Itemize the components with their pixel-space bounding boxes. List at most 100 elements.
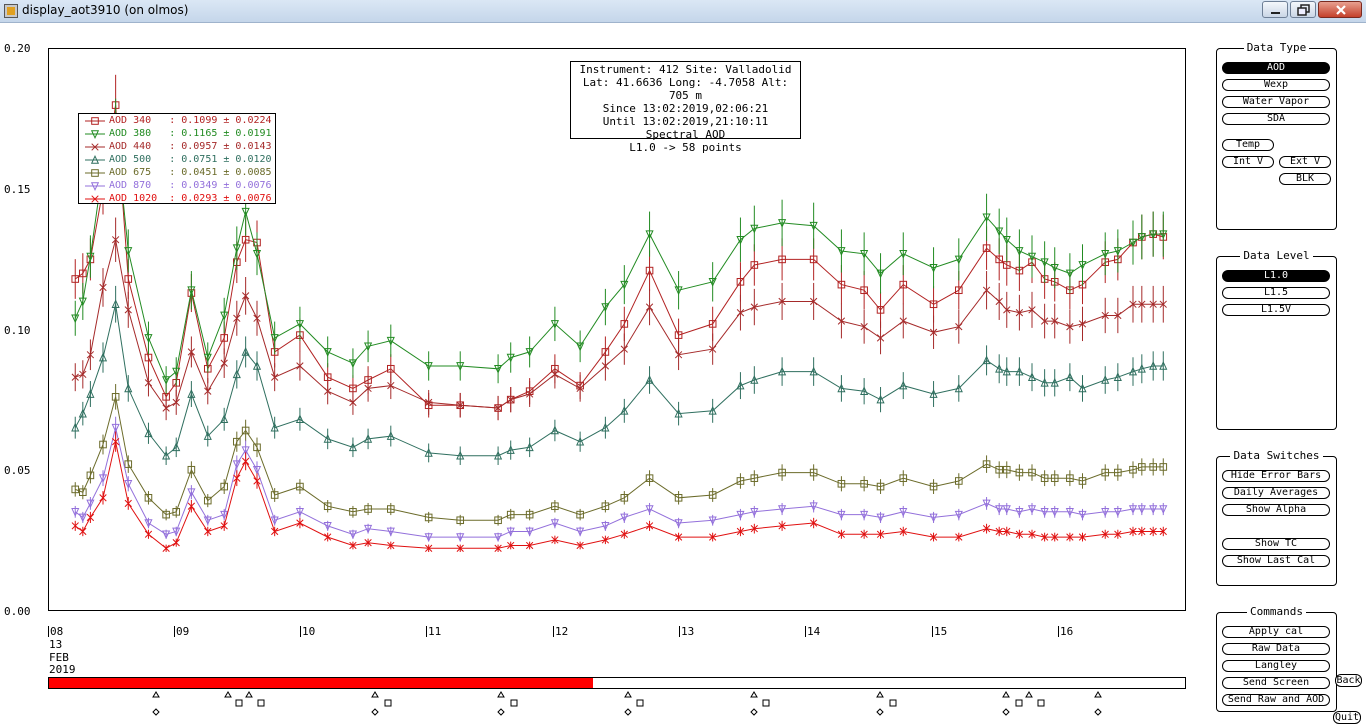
data-point [736, 278, 745, 286]
triangle-marker [245, 691, 253, 698]
y-tick-label: 0.05 [4, 464, 31, 477]
data-point [252, 249, 262, 259]
data-point [576, 541, 584, 550]
data-point [387, 541, 395, 550]
wexp-button[interactable]: Wexp [1222, 79, 1330, 91]
close-button[interactable] [1318, 1, 1362, 18]
data-type-panel: Data Type AOD Wexp Water Vapor SDA Temp … [1216, 41, 1337, 230]
data-point [576, 527, 585, 537]
blk-button[interactable]: BLK [1279, 173, 1331, 185]
diamond-marker [497, 708, 505, 716]
data-point [929, 513, 938, 523]
level-l10-button[interactable]: L1.0 [1222, 270, 1330, 282]
data-point [203, 431, 212, 440]
close-icon [1336, 5, 1346, 15]
data-point [576, 384, 584, 393]
show-alpha-button[interactable]: Show Alpha [1222, 504, 1330, 516]
data-point [98, 474, 108, 484]
show-last-cal-button[interactable]: Show Last Cal [1222, 555, 1330, 567]
info-until: Until 13:02:2019,21:10:11 [602, 115, 769, 128]
data-point [1050, 508, 1059, 517]
data-point [1078, 477, 1087, 485]
data-point [296, 362, 304, 370]
data-point [1129, 465, 1137, 474]
legend-marker [91, 117, 99, 125]
data-point [955, 533, 963, 541]
data-point [1028, 530, 1036, 538]
data-point [954, 510, 963, 520]
temp-button[interactable]: Temp [1222, 139, 1274, 151]
data-point [1114, 530, 1122, 538]
time-range-bar[interactable] [48, 677, 1186, 689]
data-point [837, 317, 846, 325]
legend-marker [91, 195, 99, 203]
data-point [1002, 465, 1011, 474]
data-point [620, 513, 629, 523]
data-point [172, 442, 181, 452]
data-point [837, 383, 846, 393]
level-l15-button[interactable]: L1.5 [1222, 287, 1330, 299]
maximize-button[interactable] [1290, 1, 1316, 18]
int-v-button[interactable]: Int V [1222, 156, 1274, 168]
data-point [1002, 505, 1011, 515]
data-point [220, 311, 229, 321]
data-point [1101, 468, 1110, 477]
legend-marker [90, 130, 100, 139]
send-screen-button[interactable]: Send Screen [1222, 677, 1330, 689]
data-point [111, 393, 120, 401]
title-bar[interactable]: display_aot3910 (on olmos) [0, 0, 1366, 23]
data-point [270, 516, 279, 526]
x-tick-label: 14 [804, 625, 821, 638]
data-point [241, 346, 250, 356]
data-point [1040, 317, 1049, 325]
triangle-marker [371, 691, 379, 698]
send-raw-and-aod-button[interactable]: Send Raw and AOD [1222, 694, 1330, 706]
data-point [71, 485, 80, 494]
data-point [1028, 468, 1036, 477]
daily-averages-button[interactable]: Daily Averages [1222, 487, 1330, 499]
water-vapor-button[interactable]: Water Vapor [1222, 96, 1330, 108]
data-point [809, 366, 818, 376]
data-point [1066, 474, 1074, 482]
back-button[interactable]: Back [1335, 674, 1362, 687]
ext-v-button[interactable]: Ext V [1279, 156, 1331, 168]
data-point [456, 533, 465, 543]
minimize-button[interactable] [1262, 1, 1288, 18]
legend-marker [91, 169, 99, 177]
show-tc-button[interactable]: Show TC [1222, 538, 1330, 550]
data-point [1149, 360, 1158, 370]
langley-button[interactable]: Langley [1222, 660, 1330, 672]
data-point [506, 353, 515, 363]
data-point [162, 544, 170, 552]
data-point [955, 323, 963, 331]
data-point [71, 422, 80, 432]
info-level-points: L1.0 -> 58 points [629, 141, 742, 154]
commands-title: Commands [1247, 605, 1306, 618]
quit-button[interactable]: Quit [1333, 711, 1361, 724]
data-point [295, 414, 305, 424]
level-l15v-button[interactable]: L1.5V [1222, 304, 1330, 316]
data-point [241, 446, 250, 456]
data-point [778, 255, 786, 264]
data-point [364, 384, 372, 393]
data-point [899, 527, 907, 536]
data-point [778, 297, 786, 306]
instrument-info-box: Instrument: 412 Site: Valladolid Lat: 41… [570, 61, 801, 154]
raw-data-button[interactable]: Raw Data [1222, 643, 1330, 655]
sda-button[interactable]: SDA [1222, 113, 1330, 125]
hide-error-bars-button[interactable]: Hide Error Bars [1222, 470, 1330, 482]
data-point [1114, 468, 1122, 477]
apply-cal-button[interactable]: Apply cal [1222, 626, 1330, 638]
data-point [645, 266, 654, 275]
data-point [876, 306, 885, 314]
square-marker [1037, 699, 1045, 707]
data-point [1040, 533, 1049, 541]
data-point [424, 447, 433, 457]
data-point [270, 491, 279, 499]
data-point [1002, 366, 1011, 376]
data-point [348, 530, 358, 540]
aod-button[interactable]: AOD [1222, 62, 1330, 74]
data-point [1101, 249, 1110, 259]
data-point [876, 334, 885, 342]
x-tick-label: 08 [47, 625, 64, 638]
